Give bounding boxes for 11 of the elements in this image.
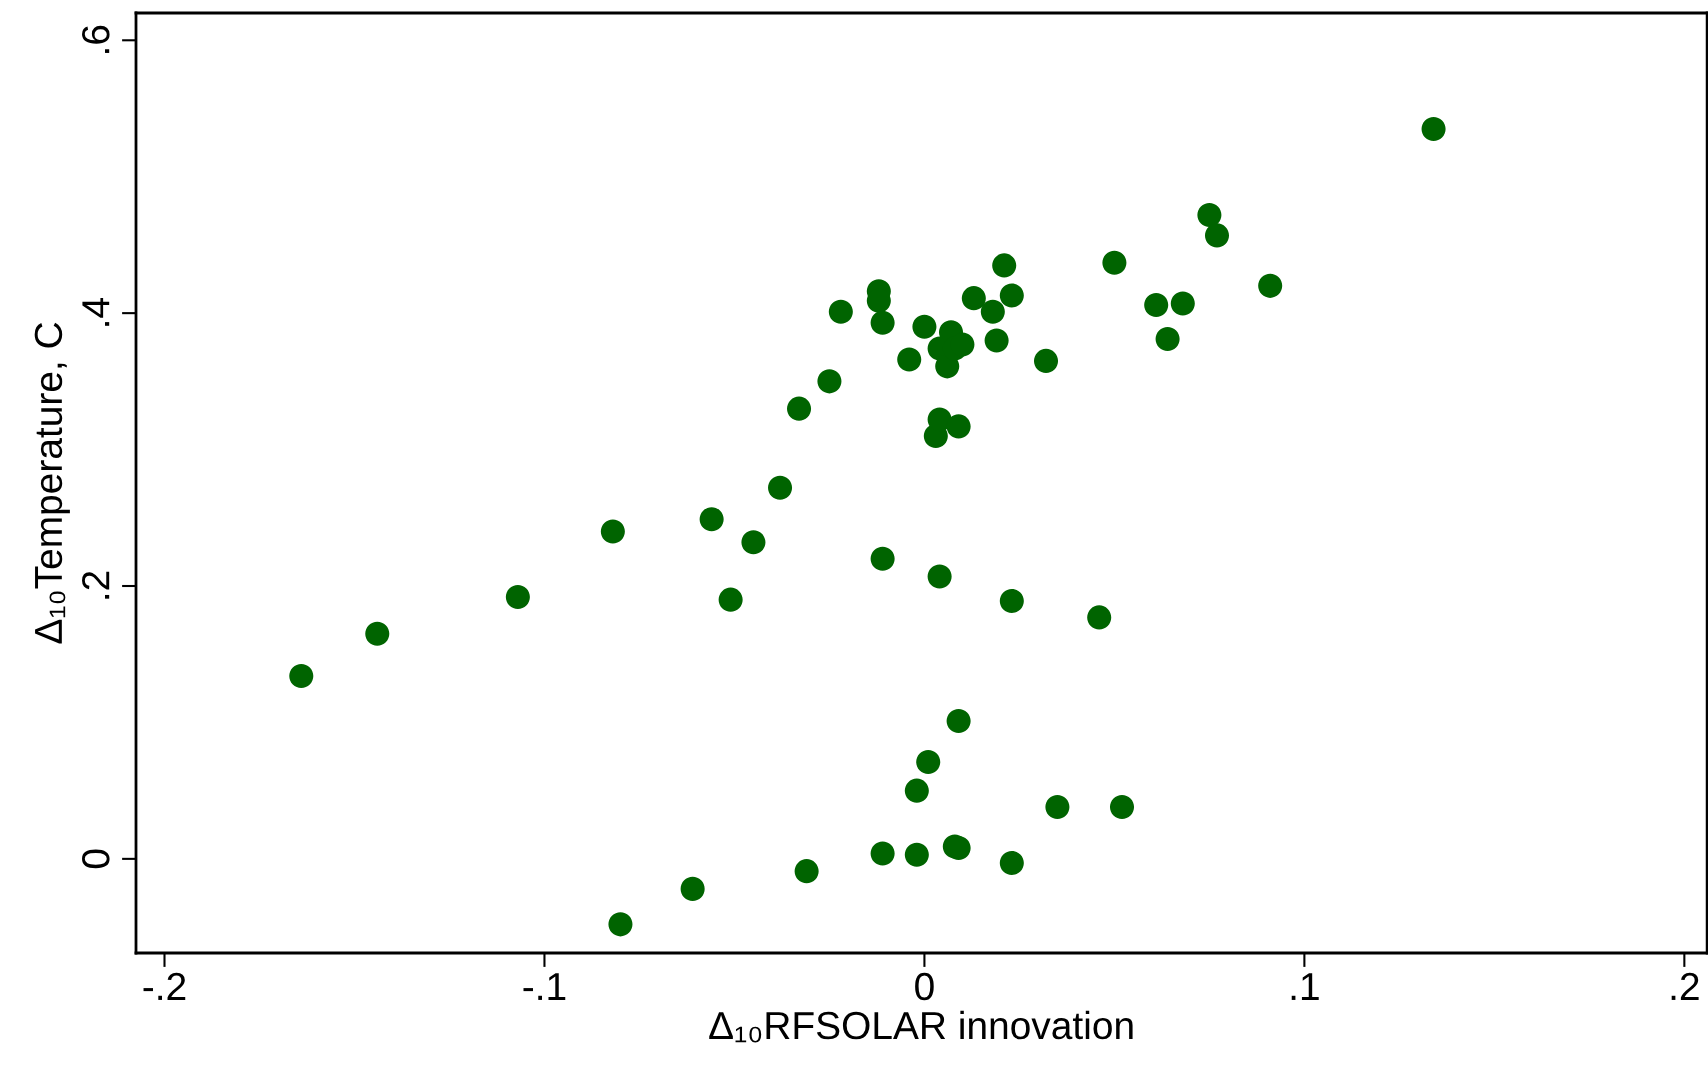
x-tick-label: .2: [1671, 972, 1699, 1000]
y-tick-label: .6: [82, 25, 110, 53]
y-axis-title: Δ₁₀Temperature, C: [34, 322, 70, 644]
x-axis-title: Δ₁₀RFSOLAR innovation: [709, 1010, 1133, 1043]
x-tick-label: .1: [1291, 973, 1319, 1000]
x-tick-label: -.2: [143, 972, 186, 1000]
x-tick-label: 0: [915, 972, 934, 1001]
y-tick-label: 0: [82, 849, 110, 869]
x-tick-label: -.1: [523, 973, 566, 1000]
y-tick-label: .4: [82, 298, 110, 326]
y-tick-label: .2: [82, 571, 110, 599]
